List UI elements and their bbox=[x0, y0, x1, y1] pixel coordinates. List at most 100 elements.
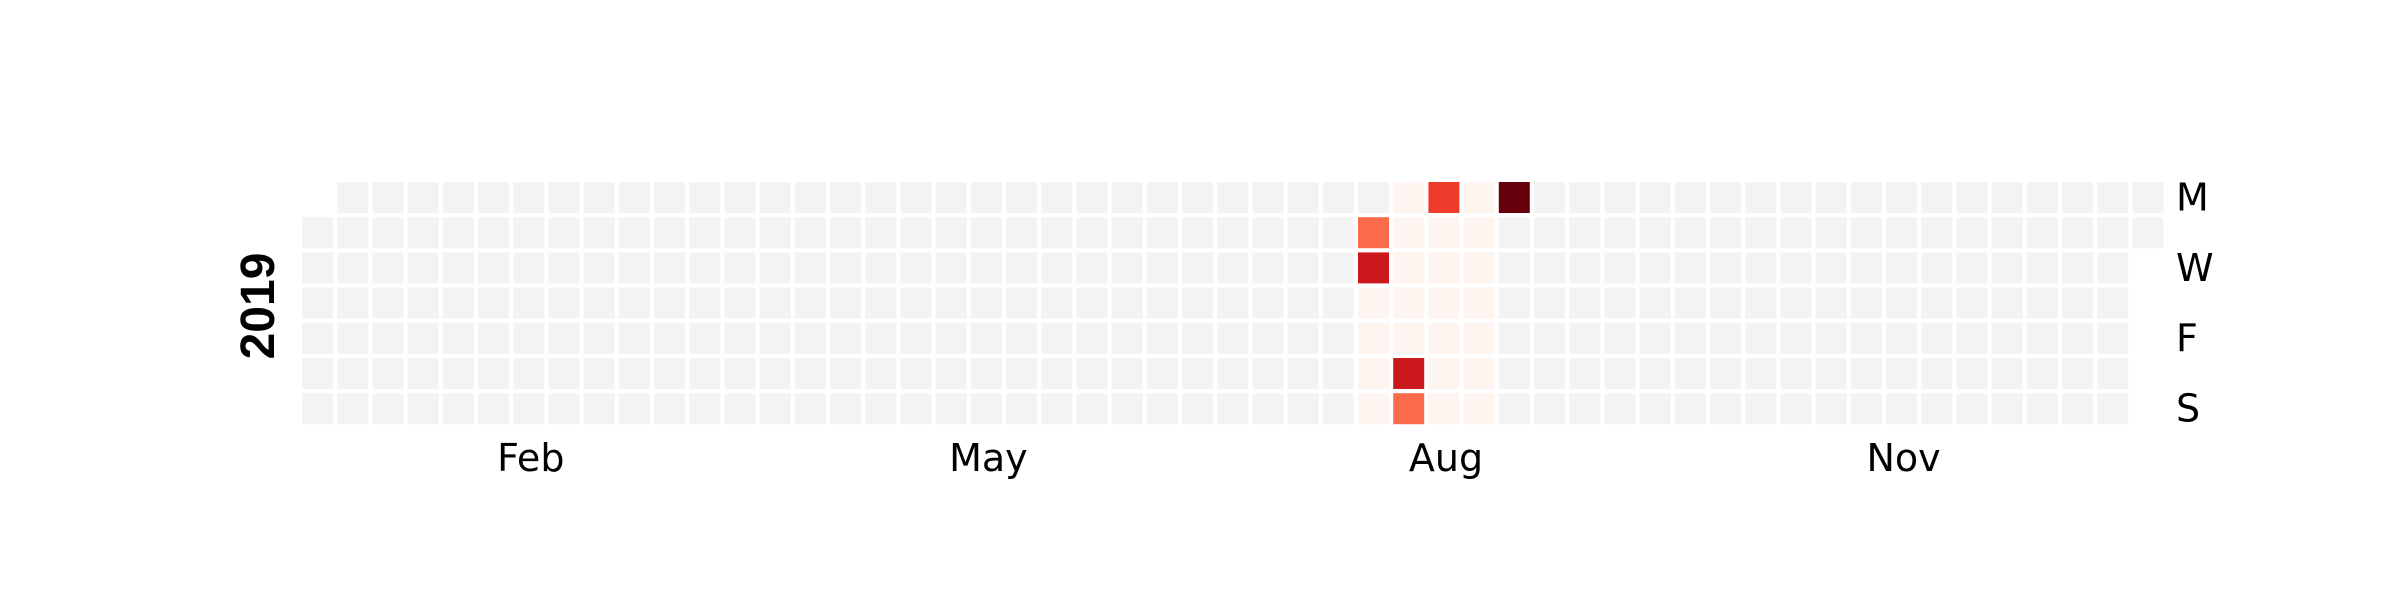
month-label-nov: Nov bbox=[1867, 436, 1941, 480]
day-cell-2019-01-03 bbox=[302, 288, 333, 319]
day-cell-2019-04-24 bbox=[865, 252, 896, 283]
day-cell-2019-10-01 bbox=[1675, 217, 1706, 248]
day-cell-2019-09-08 bbox=[1534, 393, 1565, 424]
day-cell-2019-11-12 bbox=[1886, 217, 1917, 248]
day-cell-2019-06-21 bbox=[1147, 323, 1178, 354]
day-cell-2019-11-27 bbox=[1956, 252, 1987, 283]
day-cell-2019-09-03 bbox=[1534, 217, 1565, 248]
day-cell-2019-08-23 bbox=[1464, 323, 1495, 354]
day-cell-2019-01-09 bbox=[337, 252, 368, 283]
day-cell-2019-02-19 bbox=[548, 217, 579, 248]
day-cell-2019-11-14 bbox=[1886, 288, 1917, 319]
day-cell-2019-08-14 bbox=[1428, 252, 1459, 283]
day-cell-2019-04-26 bbox=[865, 323, 896, 354]
day-cell-2019-02-05 bbox=[478, 217, 509, 248]
day-cell-2019-05-07 bbox=[936, 217, 967, 248]
day-cell-2019-05-12 bbox=[936, 393, 967, 424]
day-cell-2019-05-04 bbox=[900, 358, 931, 389]
day-cell-2019-10-25 bbox=[1780, 323, 1811, 354]
day-cell-2019-08-15 bbox=[1428, 288, 1459, 319]
day-cell-2019-11-28 bbox=[1956, 288, 1987, 319]
day-cell-2019-08-05 bbox=[1393, 182, 1424, 213]
day-cell-2019-03-26 bbox=[724, 217, 755, 248]
day-cell-2019-07-07 bbox=[1217, 393, 1248, 424]
day-cell-2019-04-08 bbox=[795, 182, 826, 213]
day-cell-2019-04-17 bbox=[830, 252, 861, 283]
day-cell-2019-01-16 bbox=[372, 252, 403, 283]
day-cell-2019-07-28 bbox=[1323, 393, 1354, 424]
day-cell-2019-09-17 bbox=[1604, 217, 1635, 248]
day-cell-2019-10-16 bbox=[1745, 252, 1776, 283]
day-cell-2019-03-27 bbox=[724, 252, 755, 283]
day-cell-2019-05-24 bbox=[1006, 323, 1037, 354]
day-cell-2019-02-13 bbox=[513, 252, 544, 283]
day-cell-2019-10-12 bbox=[1710, 358, 1741, 389]
day-cell-2019-06-30 bbox=[1182, 393, 1213, 424]
day-cell-2019-10-04 bbox=[1675, 323, 1706, 354]
day-cell-2019-06-26 bbox=[1182, 252, 1213, 283]
day-cell-2019-04-03 bbox=[760, 252, 791, 283]
day-cell-2019-03-21 bbox=[689, 288, 720, 319]
day-cell-2019-02-21 bbox=[548, 288, 579, 319]
day-cell-2019-03-23 bbox=[689, 358, 720, 389]
day-cell-2019-09-26 bbox=[1640, 288, 1671, 319]
day-cell-2019-02-01 bbox=[443, 323, 474, 354]
day-cell-2019-05-15 bbox=[971, 252, 1002, 283]
day-cell-2019-12-12 bbox=[2027, 288, 2058, 319]
day-cell-2019-03-09 bbox=[619, 358, 650, 389]
day-cell-2019-02-12 bbox=[513, 217, 544, 248]
day-cell-2019-11-07 bbox=[1851, 288, 1882, 319]
day-cell-2019-04-05 bbox=[760, 323, 791, 354]
day-cell-2019-03-16 bbox=[654, 358, 685, 389]
day-cell-2019-10-13 bbox=[1710, 393, 1741, 424]
day-cell-2019-12-10 bbox=[2027, 217, 2058, 248]
day-cell-2019-01-13 bbox=[337, 393, 368, 424]
day-cell-2019-04-18 bbox=[830, 288, 861, 319]
day-cell-2019-11-10 bbox=[1851, 393, 1882, 424]
day-cell-2019-06-24 bbox=[1182, 182, 1213, 213]
day-cell-2019-07-16 bbox=[1288, 217, 1319, 248]
day-cell-2019-12-15 bbox=[2027, 393, 2058, 424]
day-cell-2019-07-11 bbox=[1252, 288, 1283, 319]
day-cell-2019-05-20 bbox=[1006, 182, 1037, 213]
day-cell-2019-10-29 bbox=[1816, 217, 1847, 248]
day-cell-2019-05-25 bbox=[1006, 358, 1037, 389]
day-cell-2019-01-25 bbox=[408, 323, 439, 354]
day-cell-2019-02-15 bbox=[513, 323, 544, 354]
day-cell-2019-01-06 bbox=[302, 393, 333, 424]
day-cell-2019-08-13 bbox=[1428, 217, 1459, 248]
day-cell-2019-01-07 bbox=[337, 182, 368, 213]
day-cell-2019-08-20 bbox=[1464, 217, 1495, 248]
day-cell-2019-04-15 bbox=[830, 182, 861, 213]
day-cell-2019-01-02 bbox=[302, 252, 333, 283]
day-cell-2019-12-20 bbox=[2062, 323, 2093, 354]
day-cell-2019-02-09 bbox=[478, 358, 509, 389]
day-cell-2019-02-04 bbox=[478, 182, 509, 213]
day-cell-2019-07-08 bbox=[1252, 182, 1283, 213]
day-cell-2019-11-26 bbox=[1956, 217, 1987, 248]
day-cell-2019-06-27 bbox=[1182, 288, 1213, 319]
day-cell-2019-07-23 bbox=[1323, 217, 1354, 248]
day-cell-2019-12-04 bbox=[1992, 252, 2023, 283]
day-cell-2019-08-12 bbox=[1428, 182, 1459, 213]
day-cell-2019-01-29 bbox=[443, 217, 474, 248]
day-cell-2019-12-21 bbox=[2062, 358, 2093, 389]
day-cell-2019-01-26 bbox=[408, 358, 439, 389]
day-cell-2019-05-14 bbox=[971, 217, 1002, 248]
day-cell-2019-11-02 bbox=[1816, 358, 1847, 389]
day-cell-2019-11-23 bbox=[1921, 358, 1952, 389]
day-cell-2019-07-18 bbox=[1288, 288, 1319, 319]
day-cell-2019-09-11 bbox=[1569, 252, 1600, 283]
day-cell-2019-02-25 bbox=[584, 182, 615, 213]
day-cell-2019-10-23 bbox=[1780, 252, 1811, 283]
day-cell-2019-09-24 bbox=[1640, 217, 1671, 248]
day-cell-2019-05-29 bbox=[1041, 252, 1072, 283]
day-cell-2019-10-15 bbox=[1745, 217, 1776, 248]
day-cell-2019-04-14 bbox=[795, 393, 826, 424]
day-cell-2019-11-06 bbox=[1851, 252, 1882, 283]
day-cell-2019-04-06 bbox=[760, 358, 791, 389]
day-cell-2019-06-28 bbox=[1182, 323, 1213, 354]
day-cell-2019-07-12 bbox=[1252, 323, 1283, 354]
